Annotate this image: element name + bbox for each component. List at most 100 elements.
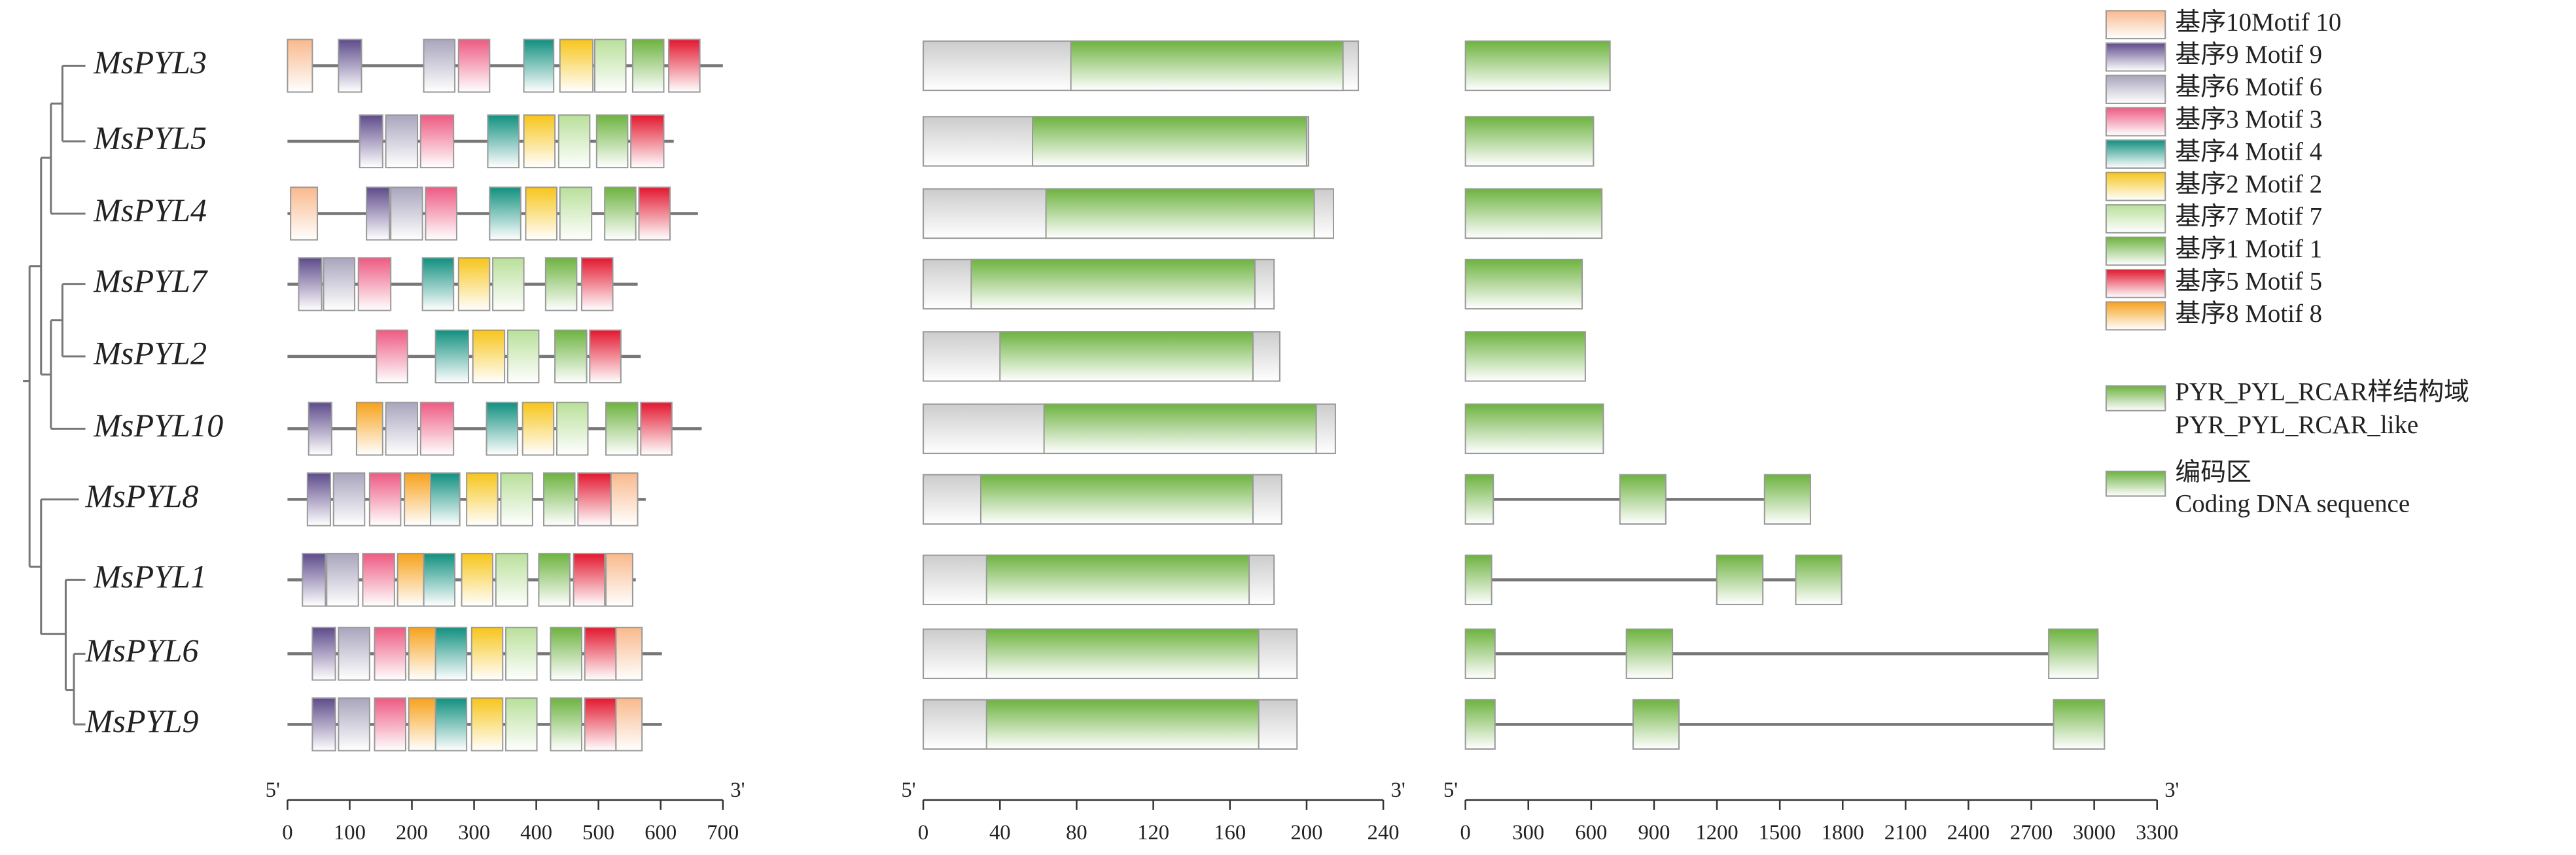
domain-box bbox=[999, 331, 1254, 382]
motif-box bbox=[595, 114, 629, 169]
x-tick-label: 0 bbox=[282, 821, 292, 845]
motif-box bbox=[470, 627, 504, 681]
x-tick-label: 500 bbox=[582, 821, 614, 845]
x-tick-label: 1200 bbox=[1695, 821, 1738, 845]
x-tick-label: 80 bbox=[1066, 821, 1087, 845]
x-tick-label: 700 bbox=[707, 821, 739, 845]
motif-box bbox=[425, 186, 457, 241]
end-label: 5' bbox=[266, 778, 280, 802]
exon-box bbox=[1619, 474, 1667, 525]
legend-label: 基序2 Motif 2 bbox=[2175, 170, 2322, 198]
domain-box bbox=[985, 628, 1260, 680]
x-tick-label: 3300 bbox=[2136, 821, 2178, 845]
motif-box bbox=[505, 697, 538, 752]
motif-box bbox=[543, 472, 576, 527]
exon-box bbox=[1763, 474, 1811, 525]
motif-box bbox=[538, 553, 571, 607]
motif-box bbox=[610, 472, 639, 527]
motif-box bbox=[423, 39, 456, 93]
exon-box bbox=[1464, 331, 1586, 382]
motif-box bbox=[357, 257, 392, 311]
motif-box bbox=[640, 402, 673, 456]
tree-branch bbox=[40, 498, 86, 725]
legend-swatch bbox=[2105, 42, 2166, 72]
motif-box bbox=[466, 472, 499, 527]
end-label: 3' bbox=[1391, 778, 1405, 802]
motif-box bbox=[376, 329, 408, 384]
motif-box bbox=[290, 186, 319, 241]
motif-box bbox=[605, 402, 639, 456]
motif-box bbox=[638, 186, 671, 241]
exon-box bbox=[1464, 116, 1595, 167]
domain-box bbox=[1045, 188, 1315, 239]
gene-label: MsPYL6 bbox=[85, 632, 199, 669]
motif-box bbox=[525, 186, 557, 241]
motif-box bbox=[368, 472, 402, 527]
x-tick-label: 240 bbox=[1367, 821, 1400, 845]
motif-box bbox=[559, 186, 593, 241]
legend-swatch bbox=[2105, 171, 2166, 201]
motif-box bbox=[308, 402, 332, 456]
tree-branch bbox=[40, 156, 51, 376]
motif-box bbox=[492, 257, 525, 311]
exon-box bbox=[1464, 628, 1496, 680]
motif-box bbox=[338, 627, 370, 681]
motif-box bbox=[332, 472, 366, 527]
x-tick-label: 200 bbox=[1290, 821, 1322, 845]
gene-label: MsPYL4 bbox=[93, 192, 207, 228]
motif-box bbox=[419, 114, 455, 169]
domain-box bbox=[1043, 403, 1317, 455]
motif-box bbox=[457, 39, 491, 93]
legend-swatch bbox=[2105, 269, 2166, 298]
motif-box bbox=[584, 697, 617, 752]
motif-box bbox=[557, 114, 591, 169]
exon-box bbox=[1795, 554, 1843, 606]
motif-box bbox=[408, 697, 436, 752]
motif-box bbox=[668, 39, 701, 93]
exon-box bbox=[1464, 474, 1494, 525]
legend-swatch bbox=[2105, 139, 2166, 169]
motif-box bbox=[523, 39, 555, 93]
x-tick-label: 200 bbox=[396, 821, 428, 845]
exon-box bbox=[1464, 188, 1603, 239]
legend-swatch bbox=[2105, 236, 2166, 266]
x-tick-label: 300 bbox=[458, 821, 490, 845]
x-tick-label: 400 bbox=[520, 821, 552, 845]
x-tick-label: 2700 bbox=[2010, 821, 2053, 845]
legend-swatch bbox=[2105, 204, 2166, 234]
motif-box bbox=[423, 553, 456, 607]
legend-label: 基序4 Motif 4 bbox=[2175, 137, 2322, 166]
gene-label: MsPYL7 bbox=[93, 262, 208, 299]
motif-box bbox=[593, 39, 627, 93]
motif-box bbox=[584, 627, 617, 681]
motif-box bbox=[385, 402, 419, 456]
x-tick-label: 160 bbox=[1214, 821, 1246, 845]
motif-box bbox=[573, 553, 606, 607]
legend-swatch bbox=[2105, 107, 2166, 137]
motif-box bbox=[521, 402, 555, 456]
exon-box bbox=[2048, 628, 2099, 680]
exon-box bbox=[1625, 628, 1674, 680]
motif-box bbox=[461, 553, 494, 607]
x-tick-label: 600 bbox=[1575, 821, 1607, 845]
legend-label: PYR_PYL_RCAR_like bbox=[2175, 411, 2418, 439]
motif-box bbox=[326, 553, 359, 607]
domain-box bbox=[1070, 40, 1344, 92]
exon-box bbox=[2053, 699, 2106, 750]
exon-box bbox=[1464, 40, 1611, 92]
motif-box bbox=[506, 329, 540, 384]
phylogenetic-tree bbox=[23, 64, 86, 725]
gene-label: MsPYL10 bbox=[93, 407, 223, 444]
motif-box bbox=[434, 697, 468, 752]
exon-box bbox=[1464, 554, 1492, 606]
legend-label: 基序5 Motif 5 bbox=[2175, 267, 2322, 295]
gene-label: MsPYL3 bbox=[93, 44, 207, 80]
motif-box bbox=[430, 472, 461, 527]
end-label: 5' bbox=[901, 778, 915, 802]
exon-box bbox=[1632, 699, 1680, 750]
x-tick-label: 2100 bbox=[1884, 821, 1927, 845]
legend-label: 基序6 Motif 6 bbox=[2175, 73, 2322, 101]
x-tick-label: 120 bbox=[1137, 821, 1169, 845]
